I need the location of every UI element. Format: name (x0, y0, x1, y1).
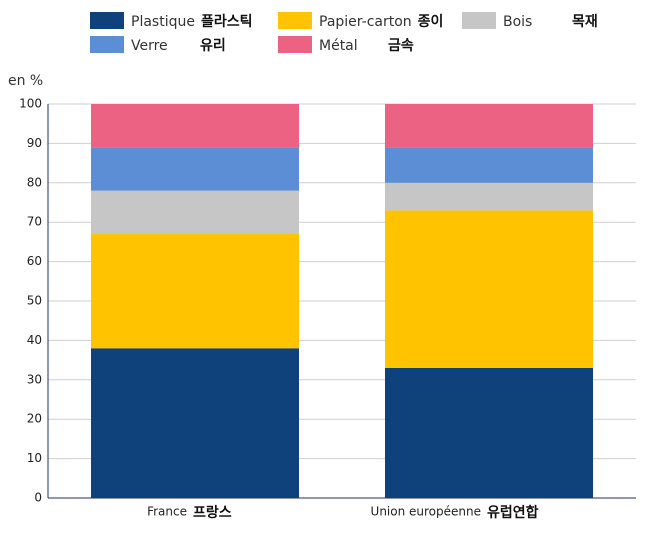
legend-annotation: 금속 (388, 38, 414, 54)
bar-segment (91, 348, 299, 498)
x-tick-label: France (147, 505, 187, 519)
y-tick-label: 30 (27, 372, 42, 386)
legend-annotation: 유리 (200, 38, 226, 54)
legend-label: Plastique (131, 14, 195, 30)
y-tick-label: 20 (27, 412, 42, 426)
y-tick-label: 10 (27, 451, 42, 465)
legend-label: Métal (319, 38, 358, 54)
legend-swatch (90, 12, 124, 29)
bar-segment (91, 190, 299, 235)
bar-segment (385, 147, 593, 183)
bar-segment (385, 210, 593, 368)
x-tick-annotation: 유럽연합 (487, 504, 539, 521)
bar-segment (91, 234, 299, 349)
bar-segment (385, 104, 593, 148)
y-tick-label: 70 (27, 215, 42, 229)
legend-swatch (462, 12, 496, 29)
legend-annotation: 종이 (418, 13, 444, 30)
y-tick-label: 100 (19, 97, 42, 111)
legend-swatch (278, 36, 312, 53)
legend-annotation: 플라스틱 (201, 13, 253, 30)
y-axis-label: en % (8, 73, 43, 89)
bar-segment (91, 147, 299, 191)
y-tick-label: 0 (34, 491, 42, 505)
x-tick-annotation: 프랑스 (193, 505, 232, 521)
legend-label: Bois (503, 14, 532, 30)
bar-segment (385, 182, 593, 211)
legend-annotation: 목재 (572, 14, 598, 30)
y-tick-label: 80 (27, 175, 42, 189)
legend-label: Papier-carton (319, 14, 412, 30)
x-tick-label: Union européenne (371, 505, 481, 519)
bar-segment (91, 104, 299, 148)
y-tick-label: 90 (27, 136, 42, 150)
y-tick-label: 50 (27, 294, 42, 308)
y-tick-label: 60 (27, 254, 42, 268)
bar-segment (385, 367, 593, 498)
legend-swatch (278, 12, 312, 29)
legend-label: Verre (131, 38, 168, 54)
legend-swatch (90, 36, 124, 53)
y-tick-label: 40 (27, 333, 42, 347)
